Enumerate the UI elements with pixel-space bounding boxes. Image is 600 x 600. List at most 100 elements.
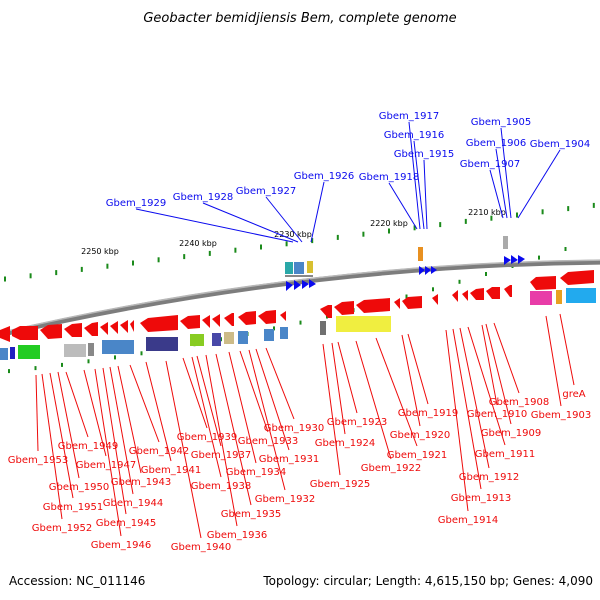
reverse-gene bbox=[40, 324, 62, 339]
gene-label-gbem_1937[interactable]: Gbem_1937 bbox=[191, 450, 251, 461]
gene-label-gbem_1904[interactable]: Gbem_1904 bbox=[530, 139, 590, 150]
reverse-gene bbox=[212, 314, 220, 327]
forward-cog-bars bbox=[285, 236, 508, 277]
gene-label-gbem_1952[interactable]: Gbem_1952 bbox=[32, 523, 92, 534]
bottom-label-connector bbox=[401, 334, 421, 427]
bottom-label-connector bbox=[83, 369, 107, 457]
gene-label-gbem_1936[interactable]: Gbem_1936 bbox=[207, 530, 267, 541]
gene-label-gbem_1944[interactable]: Gbem_1944 bbox=[103, 498, 163, 509]
reverse-gene bbox=[180, 315, 200, 329]
gene-label-gbem_1903[interactable]: Gbem_1903 bbox=[531, 410, 591, 421]
gene-label-gbem_1916[interactable]: Gbem_1916 bbox=[384, 130, 444, 141]
forward-gene bbox=[518, 255, 525, 264]
cog-bar bbox=[280, 327, 288, 339]
scale-tick bbox=[541, 209, 544, 215]
gene-label-gbem_1953[interactable]: Gbem_1953 bbox=[8, 455, 68, 466]
gene-label-gbem_1926[interactable]: Gbem_1926 bbox=[294, 171, 354, 182]
gene-label-gbem_1912[interactable]: Gbem_1912 bbox=[459, 472, 519, 483]
gene-label-gbem_1905[interactable]: Gbem_1905 bbox=[471, 117, 531, 128]
reverse-gene bbox=[432, 294, 438, 305]
scale-tick bbox=[208, 250, 211, 256]
scale-label-2250: 2250 kbp bbox=[81, 247, 119, 256]
reverse-gene bbox=[560, 270, 594, 285]
gene-label-gbem_1930[interactable]: Gbem_1930 bbox=[264, 423, 324, 434]
top-label-connector bbox=[423, 159, 428, 230]
scale-tick bbox=[490, 215, 493, 221]
gene-label-gbem_1942[interactable]: Gbem_1942 bbox=[129, 446, 189, 457]
scale-tick bbox=[8, 369, 10, 374]
bottom-gene-labels: Gbem_1953Gbem_1952Gbem_1951Gbem_1950Gbem… bbox=[8, 389, 591, 553]
map-title: Geobacter bemidjiensis Bem, complete gen… bbox=[143, 11, 456, 26]
gene-label-gbem_1920[interactable]: Gbem_1920 bbox=[390, 430, 450, 441]
bottom-label-connector bbox=[248, 349, 286, 491]
forward-gene bbox=[511, 255, 518, 264]
bottom-label-connector bbox=[102, 367, 127, 515]
gene-label-gbem_1908[interactable]: Gbem_1908 bbox=[489, 397, 549, 408]
gene-label-gbem_1915[interactable]: Gbem_1915 bbox=[394, 149, 454, 160]
gene-label-gbem_1911[interactable]: Gbem_1911 bbox=[475, 449, 535, 460]
bottom-label-connector bbox=[182, 357, 208, 429]
cog-bar bbox=[0, 348, 8, 360]
gene-label-gbem_1931[interactable]: Gbem_1931 bbox=[259, 454, 319, 465]
scale-tick bbox=[432, 287, 434, 292]
bottom-label-connector bbox=[467, 326, 506, 446]
gene-label-gbem_1906[interactable]: Gbem_1906 bbox=[466, 138, 526, 149]
bottom-label-connector bbox=[493, 322, 520, 394]
gene-label-gbem_1940[interactable]: Gbem_1940 bbox=[171, 542, 231, 553]
gene-label-gbem_1910[interactable]: Gbem_1910 bbox=[467, 409, 527, 420]
bottom-label-connector bbox=[265, 347, 295, 420]
gene-label-gbem_1951[interactable]: Gbem_1951 bbox=[43, 502, 103, 513]
gene-label-gbem_1932[interactable]: Gbem_1932 bbox=[255, 494, 315, 505]
gene-label-gbem_1909[interactable]: Gbem_1909 bbox=[481, 428, 541, 439]
gene-label-gbem_1946[interactable]: Gbem_1946 bbox=[91, 540, 151, 551]
gene-label-gbem_1927[interactable]: Gbem_1927 bbox=[236, 186, 296, 197]
cog-bar bbox=[10, 347, 15, 359]
gene-label-gbem_1923[interactable]: Gbem_1923 bbox=[327, 417, 387, 428]
genome-backbone-highlight bbox=[0, 259, 600, 334]
gene-label-gbem_1918[interactable]: Gbem_1918 bbox=[359, 172, 419, 183]
gene-label-gbem_1919[interactable]: Gbem_1919 bbox=[398, 408, 458, 419]
gene-label-gbem_1929[interactable]: Gbem_1929 bbox=[106, 198, 166, 209]
scale-tick bbox=[388, 228, 390, 234]
bottom-label-connector bbox=[49, 372, 74, 499]
gene-label-gbem_1935[interactable]: Gbem_1935 bbox=[221, 509, 281, 520]
gene-label-gbem_1925[interactable]: Gbem_1925 bbox=[310, 479, 370, 490]
gene-label-gbem_1928[interactable]: Gbem_1928 bbox=[173, 192, 233, 203]
gene-label-gbem_1921[interactable]: Gbem_1921 bbox=[387, 450, 447, 461]
reverse-gene bbox=[130, 320, 134, 332]
scale-tick bbox=[564, 247, 567, 251]
reverse-gene bbox=[202, 315, 210, 328]
gene-label-gbem_1941[interactable]: Gbem_1941 bbox=[141, 465, 201, 476]
gene-label-gbem_1945[interactable]: Gbem_1945 bbox=[96, 518, 156, 529]
top-label-connector bbox=[413, 140, 425, 230]
gene-label-gbem_1922[interactable]: Gbem_1922 bbox=[361, 463, 421, 474]
gene-label-grea[interactable]: greA bbox=[562, 389, 585, 400]
gene-label-gbem_1917[interactable]: Gbem_1917 bbox=[379, 111, 439, 122]
gene-label-gbem_1924[interactable]: Gbem_1924 bbox=[315, 438, 375, 449]
reverse-gene bbox=[110, 321, 118, 334]
gene-label-gbem_1913[interactable]: Gbem_1913 bbox=[451, 493, 511, 504]
cog-bar bbox=[566, 288, 596, 303]
reverse-gene bbox=[280, 311, 286, 321]
gene-label-gbem_1938[interactable]: Gbem_1938 bbox=[191, 481, 251, 492]
top-label-connector bbox=[517, 149, 561, 219]
scale-label-2210: 2210 kbp bbox=[468, 208, 506, 217]
gene-label-gbem_1943[interactable]: Gbem_1943 bbox=[111, 477, 171, 488]
scale-tick bbox=[273, 326, 275, 331]
gene-label-gbem_1914[interactable]: Gbem_1914 bbox=[438, 515, 498, 526]
gene-label-gbem_1949[interactable]: Gbem_1949 bbox=[58, 441, 118, 452]
gene-label-gbem_1939[interactable]: Gbem_1939 bbox=[177, 432, 237, 443]
gene-label-gbem_1934[interactable]: Gbem_1934 bbox=[226, 467, 286, 478]
reverse-gene bbox=[356, 298, 390, 313]
gene-label-gbem_1907[interactable]: Gbem_1907 bbox=[460, 159, 520, 170]
gene-label-gbem_1947[interactable]: Gbem_1947 bbox=[76, 460, 136, 471]
scale-tick bbox=[132, 260, 134, 266]
bottom-label-connector bbox=[191, 356, 222, 478]
gene-label-gbem_1950[interactable]: Gbem_1950 bbox=[49, 482, 109, 493]
forward-gene bbox=[504, 256, 511, 265]
cog-bar bbox=[64, 344, 86, 357]
gene-label-gbem_1933[interactable]: Gbem_1933 bbox=[238, 436, 298, 447]
bottom-label-connector bbox=[109, 366, 134, 495]
bottom-label-connector bbox=[331, 342, 346, 435]
